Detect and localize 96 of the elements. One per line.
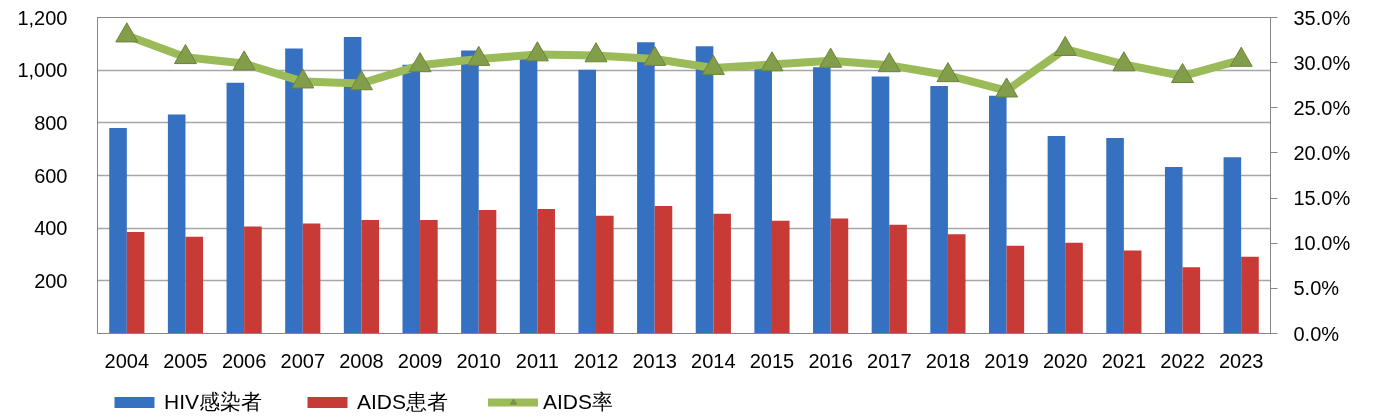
legend-label: AIDS患者	[357, 389, 449, 415]
bar	[244, 226, 262, 334]
bar	[537, 208, 555, 334]
x-tick-label: 2020	[1042, 349, 1088, 372]
x-tick-label: 2010	[456, 349, 501, 372]
point	[115, 22, 139, 43]
bar	[420, 220, 438, 334]
x-tick-label: 2016	[808, 349, 853, 372]
point	[760, 51, 784, 72]
point	[701, 54, 725, 75]
bar	[343, 36, 362, 334]
point	[1171, 62, 1195, 84]
bar	[578, 69, 597, 334]
bar	[1065, 242, 1083, 334]
bar	[930, 85, 948, 334]
y-tick-label: 600	[34, 164, 68, 187]
bar	[596, 215, 614, 334]
point	[819, 47, 843, 68]
x-tick-label: 2023	[1218, 349, 1264, 372]
x-tick-label: 2019	[984, 349, 1029, 372]
bar	[771, 220, 790, 334]
point	[936, 62, 960, 83]
legend-label: HIV感染者	[164, 389, 263, 415]
x-tick-label: 2008	[339, 349, 384, 372]
bar	[226, 82, 245, 334]
bar	[478, 210, 497, 334]
y2-tick-label: 15.0%	[1293, 187, 1351, 210]
y2-tick-label: 5.0%	[1293, 277, 1340, 300]
bar	[1047, 136, 1066, 334]
point	[408, 52, 432, 73]
bar	[185, 236, 204, 334]
x-tick-label: 2013	[632, 349, 677, 372]
y2-tick-label: 20.0%	[1293, 141, 1351, 164]
bar	[889, 224, 907, 334]
point	[349, 70, 373, 91]
x-tick-label: 2018	[925, 349, 971, 372]
point	[584, 42, 608, 63]
x-tick-label: 2011	[515, 349, 559, 372]
x-tick-label: 2017	[867, 349, 912, 372]
bar	[695, 46, 714, 334]
bar	[1106, 138, 1124, 334]
bar	[654, 206, 673, 334]
bar	[1241, 256, 1259, 334]
point	[467, 45, 491, 66]
bar	[361, 220, 380, 334]
y2-tick-label: 0.0%	[1293, 322, 1340, 345]
bar	[402, 64, 421, 334]
y-tick-label: 800	[34, 111, 68, 134]
bar	[302, 223, 321, 334]
bar	[871, 76, 890, 334]
bar	[830, 218, 849, 334]
x-tick-label: 2009	[397, 349, 443, 372]
point	[995, 77, 1019, 98]
bar	[167, 114, 186, 334]
y2-tick-label: 35.0%	[1293, 6, 1351, 29]
bar	[813, 67, 831, 334]
bar	[754, 68, 772, 334]
bar	[1182, 267, 1201, 334]
x-tick-label: 2014	[691, 349, 736, 372]
point	[173, 44, 197, 65]
point	[232, 50, 256, 71]
point	[1229, 46, 1253, 67]
y-tick-label: 200	[34, 269, 68, 292]
bar	[461, 50, 479, 334]
y2-tick-label: 30.0%	[1293, 51, 1351, 74]
point	[643, 45, 667, 66]
point	[525, 41, 549, 62]
point	[877, 52, 901, 73]
point	[291, 68, 315, 89]
bar	[947, 234, 966, 334]
bar	[285, 48, 303, 334]
x-tick-label: 2012	[573, 349, 619, 372]
y-tick-label: 1,000	[17, 59, 68, 82]
x-tick-label: 2005	[163, 349, 208, 372]
bar	[1123, 250, 1142, 334]
x-tick-label: 2021	[1101, 349, 1147, 372]
x-tick-label: 2015	[749, 349, 795, 372]
x-tick-label: 2006	[221, 349, 267, 372]
y2-tick-label: 10.0%	[1293, 232, 1351, 255]
legend-label: AIDS率	[543, 389, 614, 415]
bar	[637, 42, 655, 334]
bar	[1223, 157, 1242, 334]
bar	[988, 95, 1007, 334]
y-tick-label: 400	[34, 217, 68, 240]
bar	[1006, 245, 1025, 334]
x-tick-label: 2007	[280, 349, 326, 372]
bar	[109, 128, 127, 334]
point	[1053, 35, 1077, 56]
point	[1112, 51, 1136, 72]
x-tick-label: 2004	[104, 349, 150, 372]
y2-tick-label: 25.0%	[1293, 96, 1351, 119]
bar	[126, 232, 145, 334]
bar	[1164, 167, 1183, 334]
y-tick-label: 1,200	[17, 6, 68, 29]
bar	[713, 213, 731, 334]
x-tick-label: 2022	[1160, 349, 1205, 372]
